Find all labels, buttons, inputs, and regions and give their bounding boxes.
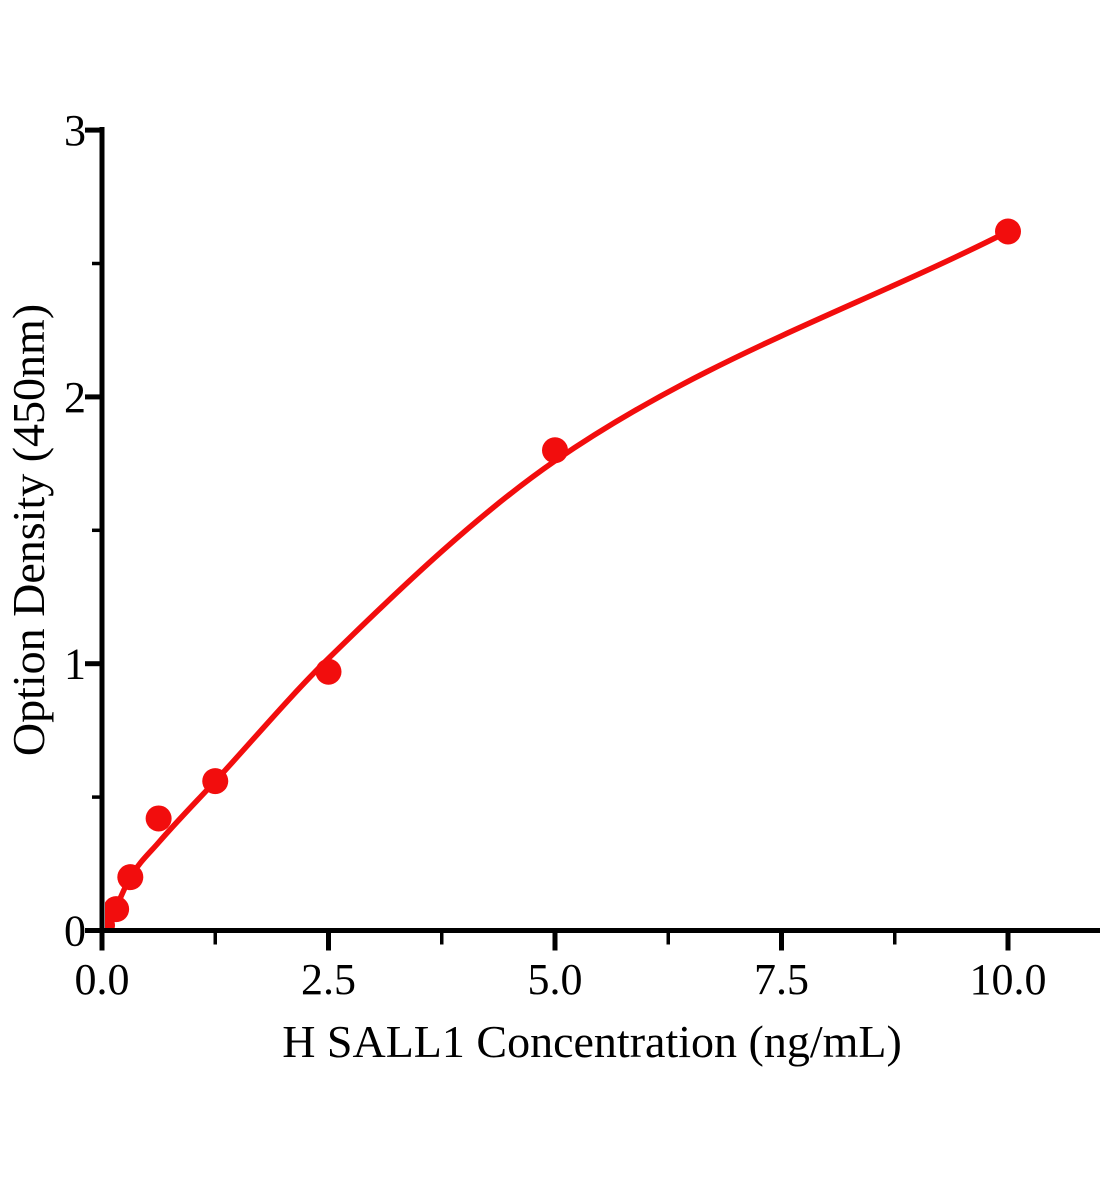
fit-curve [105, 228, 1011, 928]
y-tick-label: 0 [64, 907, 86, 956]
data-point [105, 896, 130, 923]
x-tick-label: 7.5 [754, 955, 809, 1004]
data-point [145, 805, 172, 832]
axes-layer: 0.0 2.5 5.0 7.5 10.0 0 1 2 3 [64, 106, 1100, 1004]
data-point [315, 658, 342, 685]
data-point [542, 437, 568, 464]
data-point [995, 218, 1021, 245]
x-tick-label: 5.0 [528, 955, 583, 1004]
data-layer [105, 218, 1021, 928]
y-tick-label: 1 [64, 640, 86, 689]
x-tick-label: 2.5 [301, 955, 356, 1004]
y-axis-title: Option Density (450nm) [3, 304, 54, 756]
y-tick-label: 2 [64, 373, 86, 422]
x-axis-title: H SALL1 Concentration (ng/mL) [282, 1016, 902, 1067]
data-point [202, 768, 229, 795]
data-point [117, 864, 144, 891]
x-tick-label: 0.0 [75, 955, 130, 1004]
x-tick-label: 10.0 [970, 955, 1047, 1004]
y-tick-label: 3 [64, 106, 86, 155]
